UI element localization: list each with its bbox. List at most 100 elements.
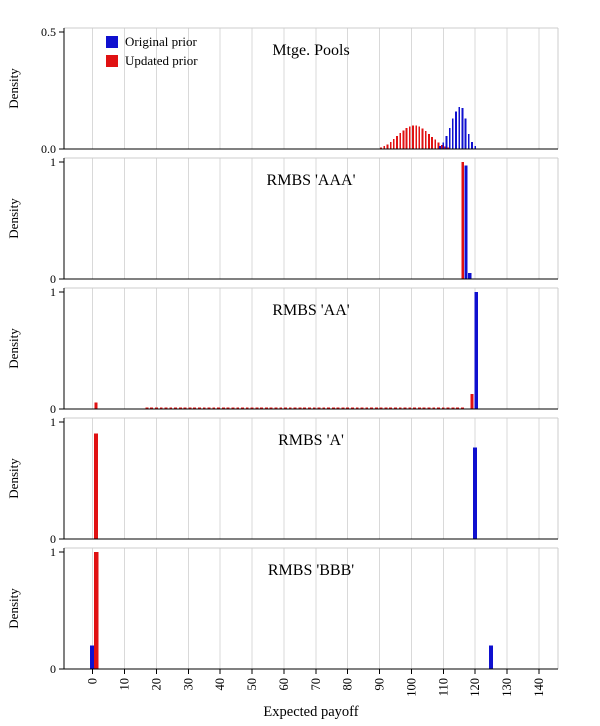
bar xyxy=(408,126,411,149)
panel-title: RMBS 'BBB' xyxy=(268,562,354,579)
bar xyxy=(427,407,431,409)
bar xyxy=(461,108,464,149)
bar xyxy=(448,127,451,149)
legend-swatch-red xyxy=(106,55,118,67)
bar xyxy=(164,407,168,409)
panel-2: 0 1 Density RMBS 'AA' xyxy=(6,285,559,416)
bar xyxy=(464,165,468,279)
bar xyxy=(174,407,177,409)
bar xyxy=(264,407,268,409)
bar xyxy=(396,136,398,149)
x-tick-label: 110 xyxy=(436,678,450,696)
bar xyxy=(421,128,424,149)
bar xyxy=(434,139,437,149)
bar xyxy=(470,393,474,409)
x-tick-label: 20 xyxy=(149,678,163,691)
bar xyxy=(303,407,307,409)
x-tick-label: 30 xyxy=(181,678,195,691)
y-axis-label: Density xyxy=(6,198,21,239)
y-tick-label: 0.5 xyxy=(41,25,56,39)
bar xyxy=(331,407,335,409)
bar xyxy=(293,407,297,409)
panel-title: Mtge. Pools xyxy=(272,42,349,59)
bar xyxy=(431,136,433,149)
bar xyxy=(413,407,417,409)
y-tick-label: 0 xyxy=(50,272,56,286)
bar xyxy=(169,407,173,409)
y-tick-label: 1 xyxy=(50,285,56,299)
y-tick-label: 0 xyxy=(50,662,56,676)
bar xyxy=(389,407,393,409)
y-tick-label: 0.0 xyxy=(41,142,56,156)
bar xyxy=(269,407,273,409)
panel-4: 0 1 Density RMBS 'BBB' xyxy=(6,545,559,676)
bar xyxy=(432,407,436,409)
bar xyxy=(284,407,287,409)
y-tick-label: 0 xyxy=(50,532,56,546)
x-tick-label: 40 xyxy=(213,678,227,691)
bar xyxy=(473,447,478,539)
bar xyxy=(193,407,197,409)
bar xyxy=(226,407,230,409)
bar xyxy=(288,407,292,409)
bar xyxy=(183,407,187,409)
bar xyxy=(464,118,467,149)
bar xyxy=(415,125,418,149)
bar xyxy=(355,407,359,409)
bar xyxy=(198,407,201,409)
legend: Original prior Updated prior xyxy=(106,34,198,68)
panel-3: 0 1 Density RMBS 'A' xyxy=(6,415,559,546)
bar xyxy=(467,133,470,149)
y-axis-label: Density xyxy=(6,328,21,369)
y-axis-label: Density xyxy=(6,588,21,629)
bar xyxy=(443,146,446,149)
bar xyxy=(394,407,397,409)
bar xyxy=(445,136,448,149)
bar xyxy=(94,402,98,409)
bar xyxy=(250,407,254,409)
panel-title: RMBS 'AA' xyxy=(272,302,349,319)
bar xyxy=(402,130,405,149)
x-tick-label: 90 xyxy=(373,678,387,691)
series-original-prior xyxy=(473,447,478,539)
y-tick-label: 1 xyxy=(50,415,56,429)
series-original-prior xyxy=(90,645,493,669)
panel-title: RMBS 'AAA' xyxy=(267,172,356,189)
bar xyxy=(90,645,94,669)
bar xyxy=(154,407,158,409)
bar xyxy=(398,407,402,409)
x-tick-label: 140 xyxy=(532,678,546,697)
bar xyxy=(386,144,389,149)
bar xyxy=(178,407,182,409)
y-axis-label: Density xyxy=(6,68,21,109)
bar xyxy=(217,407,221,409)
bar xyxy=(474,292,479,409)
bar xyxy=(437,407,440,409)
bar xyxy=(336,407,340,409)
series-updated-prior xyxy=(380,125,449,149)
bar xyxy=(383,146,386,149)
bar xyxy=(346,407,350,409)
bar xyxy=(279,407,283,409)
bar xyxy=(245,407,249,409)
series-updated-prior xyxy=(93,433,98,539)
x-tick-label: 0 xyxy=(86,678,100,684)
bar xyxy=(236,407,240,409)
x-tick-label: 60 xyxy=(277,678,291,691)
panel-1: 0 1 Density RMBS 'AAA' xyxy=(6,155,559,286)
legend-swatch-blue xyxy=(106,36,118,48)
bar xyxy=(408,407,412,409)
series-updated-prior xyxy=(94,552,99,669)
bar xyxy=(241,407,244,409)
bar xyxy=(255,407,259,409)
bar xyxy=(451,407,455,409)
bar xyxy=(418,126,421,149)
bar xyxy=(474,146,477,149)
bar xyxy=(312,407,316,409)
bar xyxy=(412,125,414,149)
bar xyxy=(384,407,388,409)
bar xyxy=(447,147,449,149)
bar xyxy=(370,407,373,409)
bar xyxy=(417,407,421,409)
